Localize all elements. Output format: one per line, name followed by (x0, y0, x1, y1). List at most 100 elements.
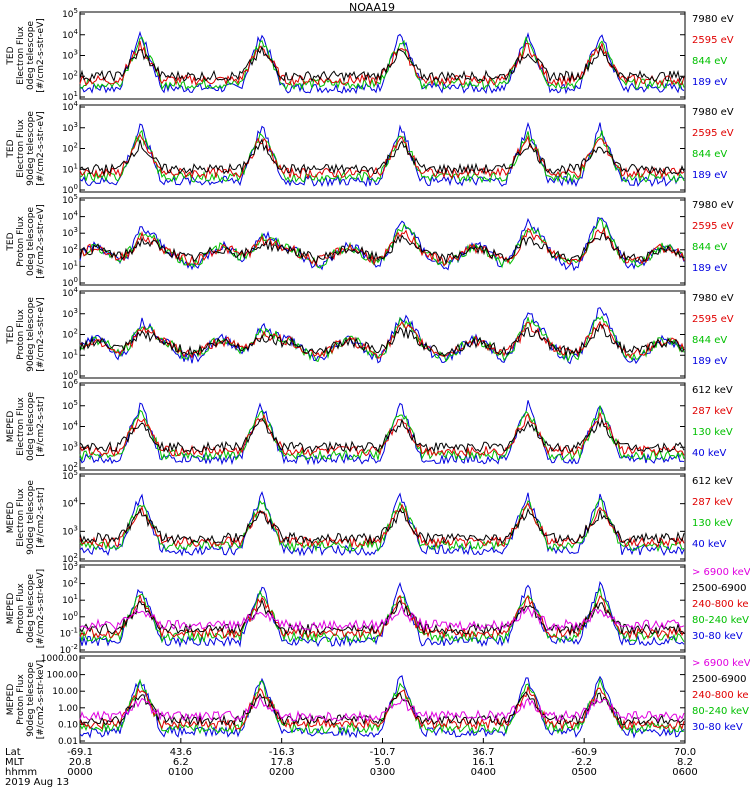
x-tick-lat: 43.6 (170, 747, 192, 758)
legend-entry: 240-800 ke (692, 599, 749, 610)
y-axis-label: [#/cm2-s-str-eV] (36, 18, 46, 93)
x-tick-hhmm: 0100 (168, 767, 193, 778)
series-trace (79, 677, 685, 735)
legend-entry: 130 keV (692, 518, 733, 529)
y-tick-label: 100 (62, 369, 78, 382)
y-axis-label: Proton Flux (16, 583, 26, 634)
y-axis-label: Proton Flux (16, 216, 26, 267)
y-tick-label: 102 (62, 461, 78, 474)
y-axis-label: [#/cm2-s-str] (36, 487, 46, 547)
y-tick-label: 101 (62, 162, 78, 175)
y-axis-label: TED (6, 232, 16, 251)
x-tick-mlt: 16.1 (472, 757, 494, 768)
y-axis-label: [#/cm2-s-str-eV] (36, 204, 46, 279)
legend-entry: 844 eV (692, 56, 727, 67)
legend-entry: 240-800 ke (692, 690, 749, 701)
series-trace (79, 400, 685, 466)
x-tick-lat: 70.0 (674, 747, 696, 758)
x-tick-lat: -60.9 (571, 747, 597, 758)
legend-entry: 130 keV (692, 427, 733, 438)
y-tick-label: 103 (62, 440, 78, 453)
y-axis-label: 90deg telescope (26, 297, 36, 372)
y-axis-label: Electron Flux (16, 488, 26, 547)
y-axis-label: MEPED (6, 502, 16, 534)
legend-entry: 189 eV (692, 170, 727, 181)
y-tick-label: 0.01 (58, 737, 78, 747)
x-tick-hhmm: 0600 (672, 767, 697, 778)
legend-entry: 2595 eV (692, 128, 734, 139)
series-trace (79, 598, 685, 636)
y-axis-label: Proton Flux (16, 674, 26, 725)
panel-frame (79, 473, 686, 562)
y-axis-label: MEPED (6, 684, 16, 716)
y-tick-label: 104 (62, 497, 78, 510)
series-trace (79, 417, 685, 454)
x-row-label: MLT (5, 757, 25, 768)
legend-entry: 844 eV (692, 149, 727, 160)
series-trace (79, 121, 685, 188)
y-tick-label: 104 (62, 28, 78, 41)
series-trace (79, 497, 685, 553)
x-tick-mlt: 2.2 (576, 757, 592, 768)
y-axis-label: Proton Flux (16, 309, 26, 360)
y-axis-label: 0deg telescope (26, 21, 36, 91)
y-tick-label: 104 (62, 286, 78, 299)
y-tick-label: 103 (62, 49, 78, 62)
x-tick-hhmm: 0400 (471, 767, 496, 778)
x-tick-mlt: 17.8 (271, 757, 293, 768)
legend-entry: 80-240 keV (692, 706, 749, 717)
y-tick-label: 104 (62, 420, 78, 433)
legend-entry: 40 keV (692, 448, 726, 459)
x-tick-lat: 36.7 (472, 747, 494, 758)
y-tick-label: 104 (62, 210, 78, 223)
x-tick-hhmm: 0300 (370, 767, 395, 778)
y-tick-label: 102 (62, 142, 78, 155)
chart-title: NOAA19 (349, 1, 395, 14)
series-trace (79, 695, 685, 723)
x-row-label: Lat (5, 747, 21, 758)
y-tick-label: 103 (62, 560, 78, 573)
panel-frame (79, 197, 686, 286)
x-tick-mlt: 5.0 (375, 757, 391, 768)
y-axis-label: 90deg telescope (26, 111, 36, 186)
x-tick-mlt: 6.2 (173, 757, 189, 768)
series-trace (79, 491, 685, 557)
legend-entry: 30-80 keV (692, 631, 743, 642)
y-tick-label: 100 (62, 276, 78, 289)
y-tick-label: 103 (62, 307, 78, 320)
legend-entry: 80-240 keV (692, 615, 749, 626)
series-trace (79, 691, 685, 727)
y-axis-label: [#/cm2-s-str-keV] (36, 569, 46, 648)
y-axis-label: TED (6, 46, 16, 65)
legend-entry: 2595 eV (692, 35, 734, 46)
x-tick-mlt: 20.8 (69, 757, 91, 768)
legend-entry: 287 keV (692, 406, 733, 417)
x-row-label: hhmm (5, 767, 37, 778)
legend-entry: 2500-6900 (692, 583, 747, 594)
y-tick-label: 102 (62, 577, 78, 590)
x-tick-hhmm: 0200 (269, 767, 294, 778)
legend-entry: 2500-6900 (692, 674, 747, 685)
series-trace (79, 40, 685, 87)
y-axis-label: [#/cm2-s-str-keV] (36, 660, 46, 739)
legend-entry: 7980 eV (692, 14, 734, 25)
series-trace (79, 216, 685, 272)
series-trace (79, 675, 685, 739)
y-axis-label: 0deg telescope (26, 392, 36, 462)
legend-entry: 189 eV (692, 77, 727, 88)
y-axis-label: 0deg telescope (26, 207, 36, 277)
y-tick-label: 100 (62, 610, 78, 623)
y-tick-label: 10.00 (52, 687, 78, 697)
y-tick-label: 103 (62, 121, 78, 134)
legend-entry: 189 eV (692, 356, 727, 367)
y-tick-label: 105 (62, 469, 78, 482)
y-tick-label: 101 (62, 90, 78, 103)
y-axis-label: 90deg telescope (26, 662, 36, 737)
series-trace (79, 133, 685, 180)
series-trace (79, 226, 685, 268)
legend-entry: 287 keV (692, 497, 733, 508)
legend-entry: 2595 eV (692, 314, 734, 325)
y-axis-label: [#/cm2-s-str-eV] (36, 111, 46, 186)
